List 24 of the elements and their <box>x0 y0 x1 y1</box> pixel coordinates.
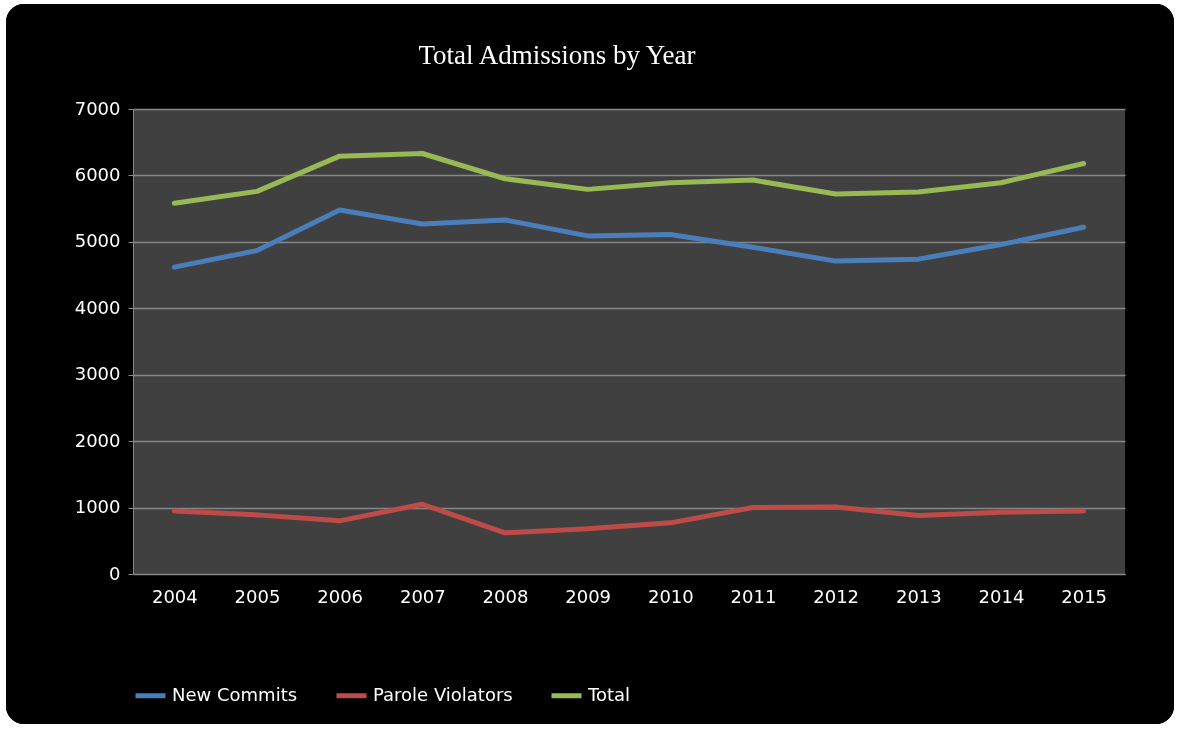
x-tick-label: 2013 <box>895 585 942 607</box>
x-tick-label: 2008 <box>482 585 529 607</box>
x-tick-label: 2005 <box>234 585 281 607</box>
y-tick-label: 4000 <box>74 296 121 318</box>
x-tick-label: 2012 <box>813 585 860 607</box>
y-tick-label: 3000 <box>74 363 121 385</box>
y-tick-label: 2000 <box>74 429 121 451</box>
x-tick-label: 2009 <box>565 585 612 607</box>
legend-label: Parole Violators <box>373 683 513 705</box>
legend-label: New Commits <box>172 683 298 705</box>
y-tick-label: 7000 <box>74 97 121 119</box>
y-tick-label: 1000 <box>74 496 121 518</box>
y-tick-label: 0 <box>109 562 121 584</box>
x-tick-label: 2015 <box>1061 585 1108 607</box>
x-tick-label: 2004 <box>151 585 198 607</box>
x-tick-label: 2007 <box>399 585 446 607</box>
y-tick-label: 5000 <box>74 230 121 252</box>
x-tick-label: 2014 <box>978 585 1025 607</box>
x-tick-label: 2006 <box>317 585 364 607</box>
x-tick-label: 2010 <box>647 585 694 607</box>
y-tick-label: 6000 <box>74 163 121 185</box>
legend-label: Total <box>587 683 631 705</box>
x-tick-label: 2011 <box>730 585 777 607</box>
chart-title: Total Admissions by Year <box>418 40 696 70</box>
